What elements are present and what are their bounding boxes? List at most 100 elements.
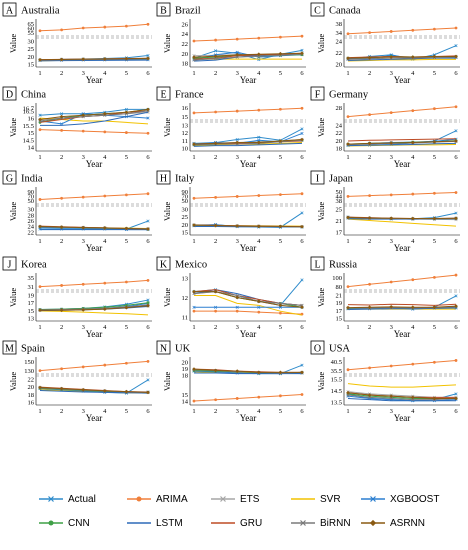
x-tick-label: 1: [38, 154, 41, 161]
y-tick-label: 17: [336, 229, 343, 236]
x-tick-label: 2: [368, 324, 371, 331]
point-arima: [257, 395, 261, 399]
x-tick-label: 1: [346, 324, 349, 331]
series-line-svr: [194, 295, 303, 316]
point-arima: [300, 106, 304, 110]
point-birnn: [346, 393, 350, 397]
y-tick-label: 17: [28, 300, 35, 307]
y-tick-label: 65: [28, 21, 35, 28]
x-axis-title: Year: [86, 75, 103, 85]
series-line-birnn: [347, 56, 457, 60]
x-tick-label: 1: [192, 70, 195, 77]
point-arima: [368, 366, 371, 370]
point-birnn: [192, 58, 196, 62]
series-line-arima: [39, 279, 149, 288]
point-arima: [192, 399, 196, 403]
y-tick-label: 28: [28, 212, 35, 219]
panel-letter-box: [156, 256, 171, 271]
panel-letter-box: [2, 2, 17, 17]
point-asrnn: [59, 386, 64, 391]
panel-letter-box: [2, 256, 17, 271]
y-tick-label: 20: [182, 359, 189, 366]
series-line-arima: [39, 23, 149, 32]
x-axis-title: Year: [240, 413, 257, 423]
point-arima: [411, 362, 415, 366]
panel-letter: H: [160, 174, 167, 185]
y-tick-label: 24: [336, 123, 343, 130]
panel-letter: G: [6, 174, 13, 185]
point-arima: [146, 22, 150, 26]
series-line-asrnn: [193, 52, 303, 58]
point-arima: [38, 29, 42, 33]
point-arima: [125, 193, 128, 197]
series-line-lstm: [40, 111, 149, 126]
panel-letter: K: [160, 260, 168, 271]
x-axis-title: Year: [240, 75, 257, 85]
point-arima: [368, 194, 371, 198]
y-tick-label: 15: [28, 308, 35, 315]
y-tick-label: 24: [336, 39, 343, 46]
series-line-asrnn: [39, 108, 149, 121]
series-line-arima: [193, 107, 303, 114]
point-asrnn: [124, 110, 129, 115]
y-axis-title: Value: [8, 118, 18, 138]
x-tick-label: 6: [146, 238, 150, 245]
point-xgboost: [235, 50, 239, 54]
panel-letter-box: [156, 340, 171, 355]
series-line-asrnn: [194, 291, 303, 308]
panel-letter-box: [310, 86, 325, 101]
x-tick-label: 3: [82, 324, 85, 331]
y-tick-label: 25: [28, 46, 35, 53]
x-tick-label: 5: [125, 408, 128, 415]
point-birnn: [389, 396, 393, 401]
x-tick-label: 4: [103, 408, 107, 415]
point-actual: [454, 44, 458, 48]
point-arima: [192, 111, 196, 115]
series-line-asrnn: [193, 139, 303, 145]
panel-letter: B: [160, 6, 167, 17]
x-tick-label: 6: [454, 70, 458, 77]
point-arima: [103, 281, 107, 285]
point-asrnn: [102, 57, 107, 61]
legend-item-gru: GRU: [210, 516, 262, 530]
point-arima: [103, 25, 107, 29]
point-asrnn: [146, 303, 150, 308]
point-arima: [368, 113, 371, 117]
panel-country: Korea: [21, 260, 47, 271]
y-axis-title: Value: [8, 288, 18, 308]
series-line-asrnn: [39, 57, 149, 61]
series-line-gru: [347, 303, 457, 306]
panel-letter-box: [310, 2, 325, 17]
point-actual: [146, 219, 150, 223]
series-line-actual: [40, 220, 149, 230]
x-tick-label: 4: [411, 324, 415, 331]
point-arima: [38, 285, 42, 289]
x-axis-title: Year: [394, 243, 411, 253]
y-tick-label: 40.5: [331, 359, 342, 366]
y-tick-label: 50: [182, 198, 189, 205]
point-actual: [300, 363, 304, 367]
legend-label: BiRNN: [320, 517, 351, 529]
legend-label: GRU: [240, 517, 263, 529]
x-tick-label: 2: [60, 408, 63, 415]
series-line-lstm: [347, 142, 457, 147]
series-line-svr: [347, 58, 456, 62]
y-tick-label: 38: [336, 198, 343, 205]
legend-label: SVR: [320, 493, 341, 505]
panel-letter: A: [6, 6, 14, 17]
legend-label: ARIMA: [156, 493, 188, 505]
point-arima: [389, 111, 393, 115]
x-tick-label: 1: [38, 324, 41, 331]
point-birnn: [235, 293, 239, 298]
x-tick-label: 2: [368, 70, 371, 77]
y-tick-label: 15: [182, 229, 189, 236]
point-arima: [389, 280, 393, 284]
point-asrnn: [192, 289, 196, 294]
point-arima: [60, 367, 63, 371]
x-tick-label: 1: [346, 70, 349, 77]
x-tick-label: 1: [346, 408, 349, 415]
